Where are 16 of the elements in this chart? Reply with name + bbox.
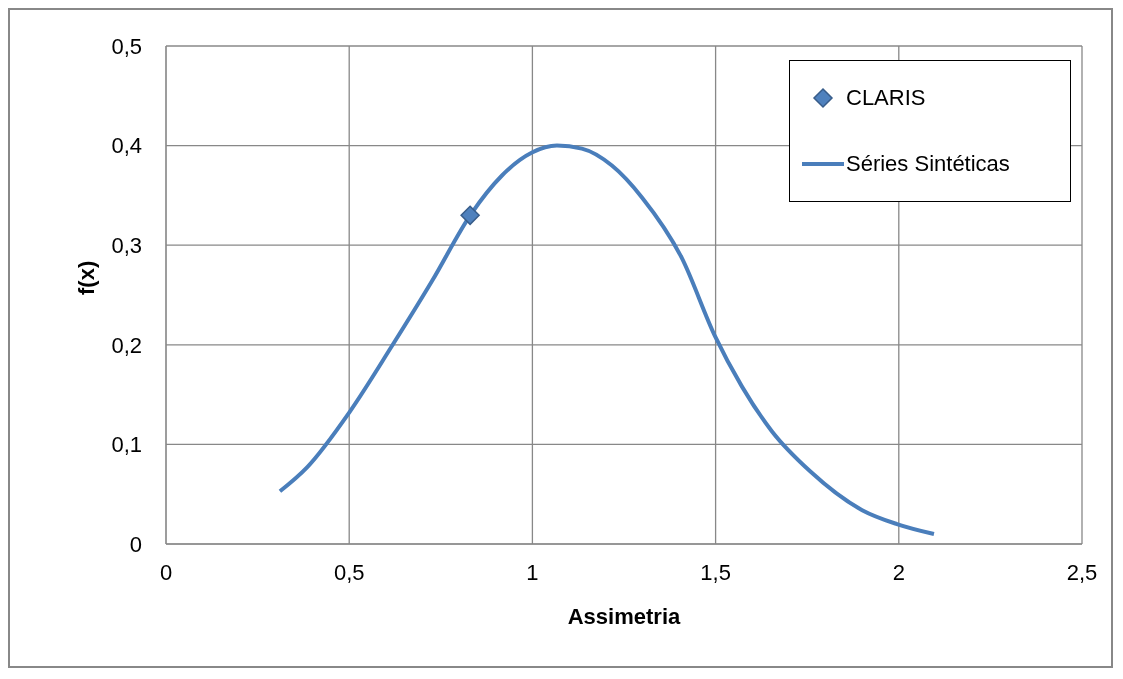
legend-label: CLARIS bbox=[846, 85, 926, 111]
y-tick-label: 0,4 bbox=[111, 133, 142, 159]
x-tick-label: 0 bbox=[159, 559, 173, 585]
y-axis-title: f(x) bbox=[73, 260, 99, 295]
y-tick-label: 0,1 bbox=[111, 432, 142, 458]
y-tick-label: 0,5 bbox=[111, 33, 142, 59]
y-tick-label: 0 bbox=[129, 531, 142, 557]
x-tick-label: 0,5 bbox=[333, 559, 365, 585]
x-tick-label: 1,5 bbox=[700, 559, 731, 585]
y-tick-label: 0,2 bbox=[111, 332, 142, 358]
x-axis-title: Assimetria bbox=[567, 604, 682, 629]
legend-label: Séries Sintéticas bbox=[846, 151, 1010, 177]
x-tick-label: 2 bbox=[892, 559, 905, 585]
x-tick-label: 1 bbox=[526, 559, 539, 585]
y-tick-label: 0,3 bbox=[111, 233, 142, 259]
x-tick-label: 2,5 bbox=[1066, 559, 1098, 585]
